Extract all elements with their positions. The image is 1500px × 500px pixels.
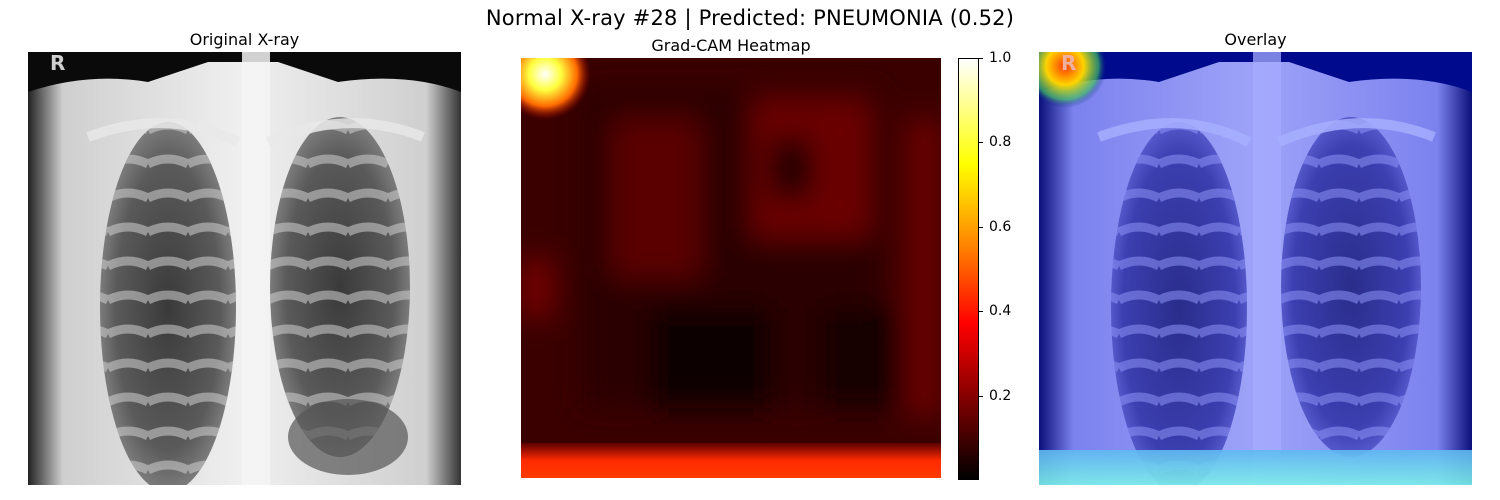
- gradcam-heatmap-image: [521, 58, 941, 478]
- overlay-image: R: [1039, 52, 1472, 485]
- colorbar-tick-mark: [979, 58, 983, 59]
- colorbar: [958, 58, 979, 480]
- heatmap-panel-title: Grad-CAM Heatmap: [651, 36, 811, 55]
- colorbar-tick-label: 0.8: [989, 134, 1012, 151]
- colorbar-tick-label: 0.2: [989, 387, 1012, 404]
- original-xray-image: R: [28, 52, 461, 485]
- overlay-r-marker: R: [1061, 52, 1076, 75]
- original-r-marker: R: [50, 52, 65, 75]
- colorbar-tick-mark: [979, 395, 983, 397]
- colorbar-tick-mark: [979, 226, 983, 228]
- overlay-panel-title: Overlay: [1224, 30, 1287, 49]
- colorbar-tick-label: 1.0: [989, 50, 1012, 66]
- colorbar-tick-label: 0.6: [989, 218, 1012, 235]
- colorbar-tick-mark: [979, 142, 983, 144]
- colorbar-tick-mark: [979, 311, 983, 313]
- colorbar-tick-label: 0.4: [989, 303, 1012, 320]
- colorbar-axis: 1.0 0.8 0.6 0.4 0.2: [979, 50, 1039, 480]
- original-panel-title: Original X-ray: [189, 30, 300, 49]
- figure-title: Normal X-ray #28 | Predicted: PNEUMONIA …: [485, 6, 1015, 30]
